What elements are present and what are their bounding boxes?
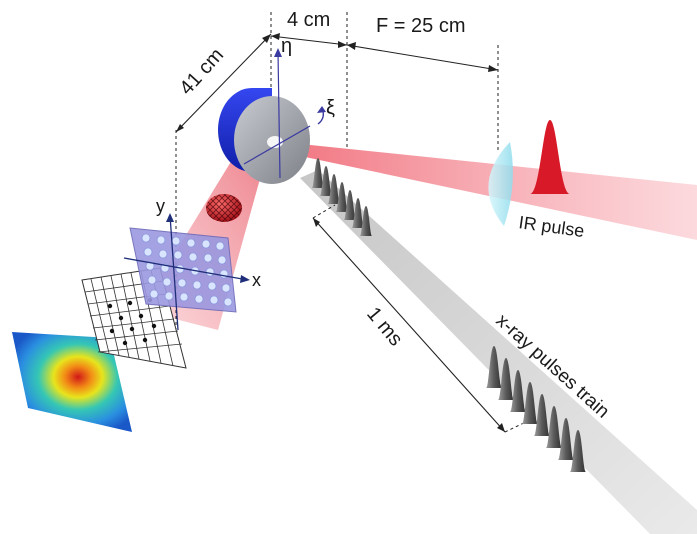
eta-label: η: [281, 35, 292, 57]
sphere-mesh-icon: [206, 194, 242, 222]
focusing-lens-icon: [488, 142, 513, 226]
ir-pulse-icon: [530, 120, 570, 194]
distance-41cm-label: 41 cm: [175, 44, 228, 99]
dimension-lines: [175, 12, 531, 433]
focal-length-label: F = 25 cm: [376, 15, 465, 37]
xray-pulse-train-far: [486, 346, 586, 472]
ir-pulse-label: IR pulse: [517, 212, 585, 241]
distance-4cm-label: 4 cm: [287, 9, 330, 31]
rotating-disk-icon: [218, 48, 326, 184]
xray-pulse-train-near: [312, 158, 372, 236]
detector-map-icon: [12, 332, 132, 432]
y-axis-label: y: [156, 196, 165, 216]
ir-beam-forward: [262, 140, 697, 240]
xi-label: ξ: [326, 97, 335, 119]
x-axis-label: x: [252, 270, 261, 290]
xray-beam: [300, 170, 697, 534]
lenslet-array: [123, 213, 250, 331]
interval-1ms-label: 1 ms: [362, 303, 407, 350]
